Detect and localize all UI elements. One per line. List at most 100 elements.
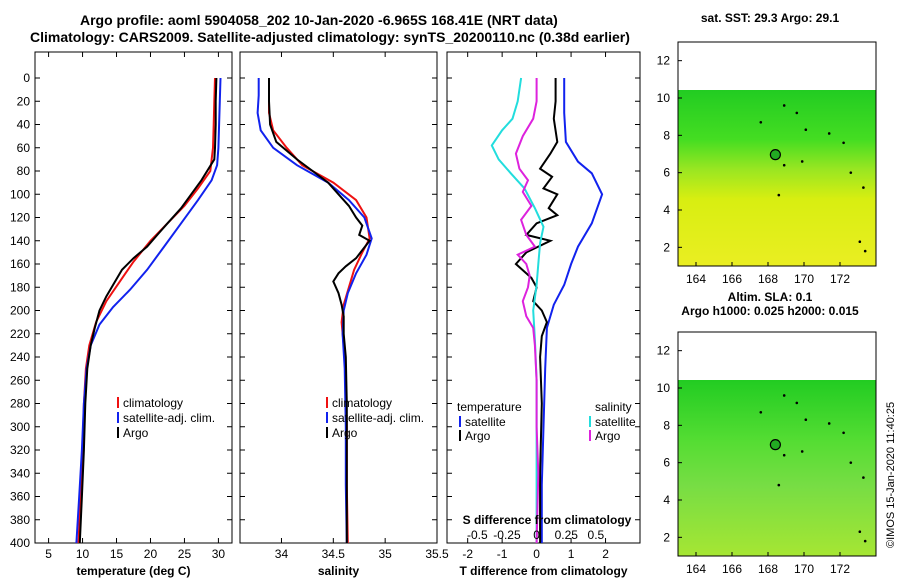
series-line-argo: [78, 77, 218, 544]
island-marker: [782, 163, 786, 167]
island-marker: [759, 120, 763, 124]
y-tick-label: 180: [10, 280, 30, 294]
y-tick-label: 100: [10, 187, 30, 201]
map-x-tick-label: 166: [722, 272, 742, 286]
legend-label: Argo: [595, 429, 621, 443]
map-y-tick-label: 8: [663, 418, 670, 432]
x-tick-label: 2: [602, 547, 609, 561]
island-marker: [782, 394, 786, 397]
series-line-salinity-argo: [514, 78, 540, 544]
legend-label: satellite: [465, 415, 506, 429]
map-y-tick-label: 4: [663, 203, 670, 217]
map-y-tick-label: 8: [663, 128, 670, 142]
island-marker: [782, 453, 786, 457]
x-secondary-tick-label: -0.5: [467, 528, 488, 542]
map-frame: [677, 41, 877, 267]
map-y-tick-label: 10: [657, 91, 671, 105]
y-tick-label: 340: [10, 466, 30, 480]
island-marker: [863, 249, 867, 253]
y-tick-label: 80: [17, 164, 31, 178]
legend-label: Argo: [465, 429, 491, 443]
y-tick-label: 240: [10, 350, 30, 364]
salinity-panel: 34 34.5 35 35.5 salinity climatologysatellite…: [239, 51, 449, 578]
y-tick-label: 400: [10, 536, 30, 550]
argo-position-marker: [769, 149, 781, 161]
series-line-argo: [268, 78, 372, 543]
island-marker: [777, 193, 781, 197]
y-tick-label: 20: [17, 94, 31, 108]
sst-map-panel: sat. SST: 29.3 Argo: 29.1 164 166 168 170 172…: [657, 11, 877, 286]
y-tick-label: 280: [10, 397, 30, 411]
island-marker: [842, 431, 845, 435]
island-marker: [800, 450, 804, 453]
x-tick-label: 0: [533, 547, 540, 561]
island-marker: [804, 418, 808, 422]
island-marker: [795, 111, 799, 115]
x-secondary-tick-label: -0.25: [493, 528, 521, 542]
island-marker: [827, 132, 831, 135]
x-axis-label-secondary: S difference from climatology: [463, 513, 632, 527]
map-x-tick-label: 164: [686, 562, 706, 576]
x-tick-label: 20: [144, 547, 158, 561]
map-y-tick-label: 6: [663, 166, 670, 180]
x-tick-label: 10: [76, 547, 90, 561]
sst-map-field: [678, 90, 876, 266]
x-tick-label: 1: [568, 547, 575, 561]
y-tick-label: 140: [10, 234, 30, 248]
map-y-tick-label: 12: [657, 344, 671, 358]
legend-label: Argo: [332, 426, 358, 440]
map-x-tick-label: 166: [722, 562, 742, 576]
legend-label: satellite: [595, 415, 636, 429]
map-x-tick-label: 168: [758, 562, 778, 576]
island-marker: [858, 530, 862, 534]
x-tick-label: 34: [275, 547, 289, 561]
x-tick-label: 15: [110, 547, 124, 561]
map-y-tick-label: 6: [663, 456, 670, 470]
map-y-tick-label: 2: [663, 240, 670, 254]
x-tick-label: -2: [462, 547, 473, 561]
title-line-1: Argo profile: aoml 5904058_202 10-Jan-20…: [80, 12, 558, 28]
y-tick-label: 40: [17, 118, 31, 132]
map-x-tick-label: 172: [830, 272, 850, 286]
imos-credit: ©IMOS 15-Jan-2020 11:40:25: [885, 402, 897, 548]
plot-frame: [446, 51, 641, 544]
island-marker: [759, 410, 763, 414]
y-tick-label: 380: [10, 513, 30, 527]
y-tick-label: 220: [10, 327, 30, 341]
x-tick-label: 35: [378, 547, 392, 561]
x-axis-label: temperature (deg C): [76, 564, 190, 578]
series-line-satellite-adj-clim-: [75, 77, 222, 544]
x-axis-label: salinity: [318, 564, 360, 578]
x-tick-label: 35.5: [425, 547, 449, 561]
y-tick-label: 360: [10, 490, 30, 504]
x-secondary-tick-label: 0.25: [555, 528, 579, 542]
y-tick-label: 0: [23, 71, 30, 85]
island-marker: [862, 476, 865, 479]
y-tick-label: 320: [10, 443, 30, 457]
series-line-satellite-adj-clim-: [256, 78, 373, 544]
legend-heading-salinity: salinity: [595, 400, 632, 414]
island-marker: [842, 141, 845, 145]
temperature-panel: 0 20 40 60 80 100 120 140 160 180 200 220 240 260 280 3…: [10, 51, 233, 578]
legend-label: climatology: [332, 396, 392, 410]
island-marker: [862, 186, 865, 189]
map-title: sat. SST: 29.3 Argo: 29.1: [701, 11, 840, 25]
legend-label: Argo: [123, 426, 149, 440]
plot-frame: [34, 51, 233, 544]
x-secondary-tick-label: 0.5: [588, 528, 605, 542]
map-title: Altim. SLA: 0.1: [728, 290, 813, 304]
legend-label: satellite-adj. clim.: [332, 411, 424, 425]
legend-label: climatology: [123, 396, 183, 410]
map-y-tick-label: 4: [663, 493, 670, 507]
y-tick-label: 60: [17, 141, 31, 155]
map-x-tick-label: 172: [830, 562, 850, 576]
island-marker: [777, 483, 781, 487]
legend-heading-temperature: temperature: [457, 400, 522, 414]
island-marker: [827, 422, 831, 425]
island-marker: [782, 104, 786, 107]
x-tick-label: 25: [178, 547, 192, 561]
difference-panel: -2 -1 0 1 2 T difference from climatology temp…: [446, 51, 641, 578]
map-x-tick-label: 170: [794, 562, 814, 576]
